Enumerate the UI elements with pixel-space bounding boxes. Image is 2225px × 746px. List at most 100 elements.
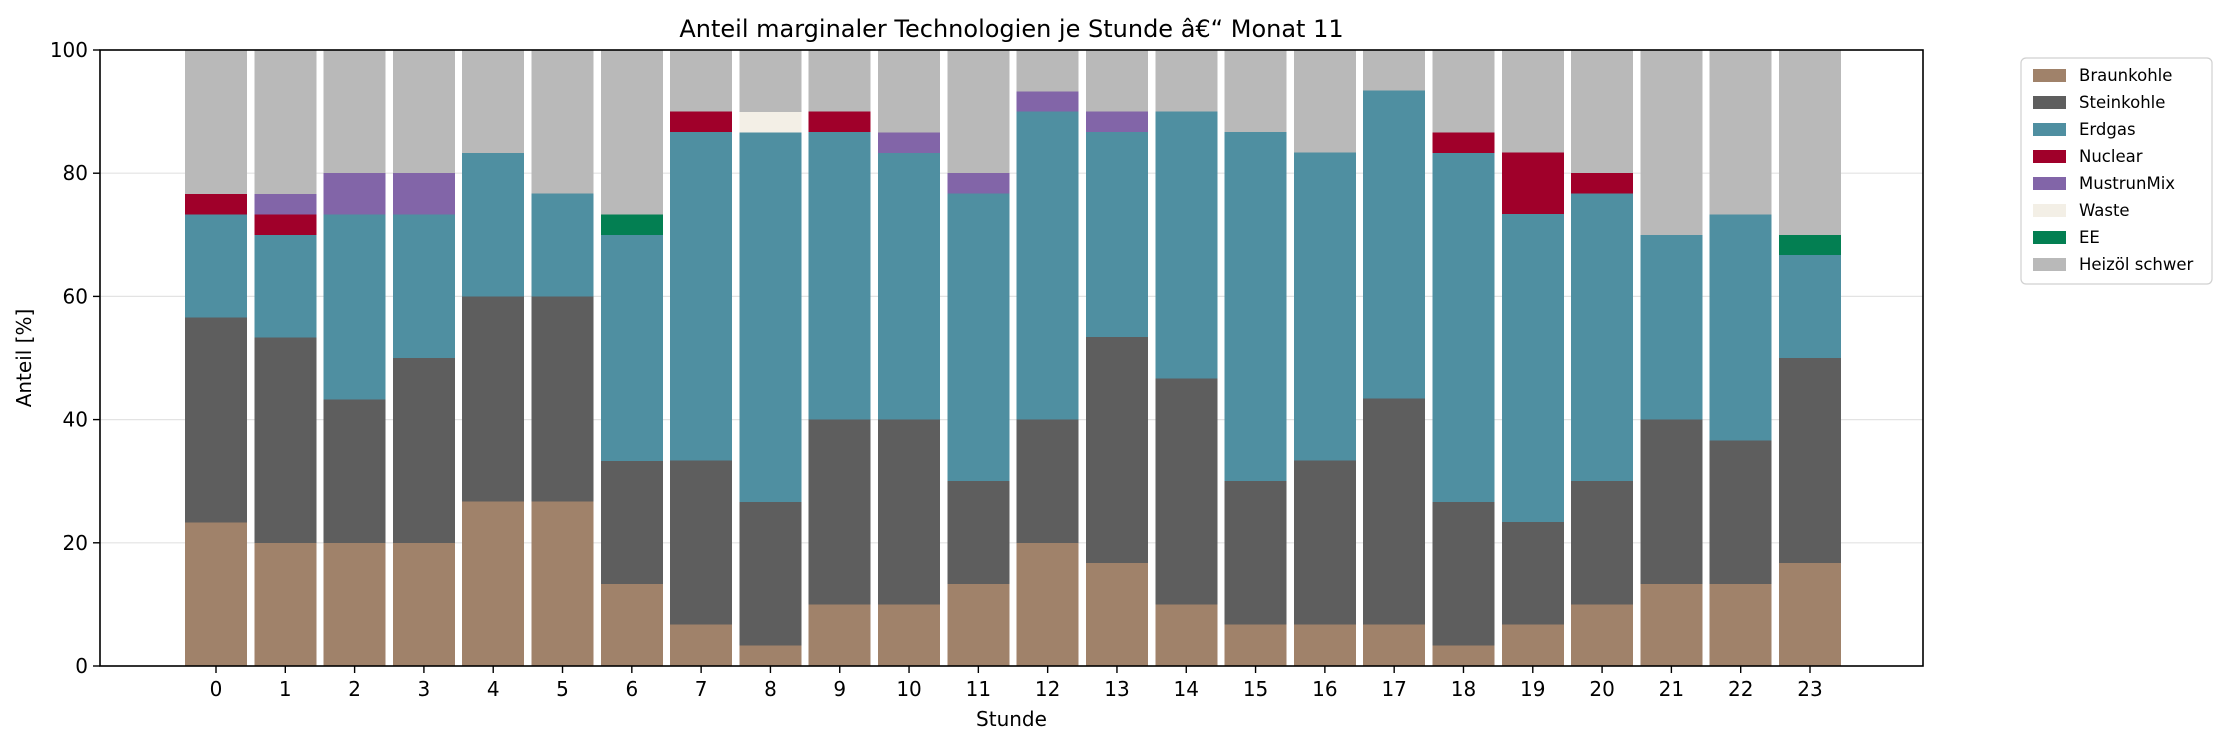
x-tick-label: 4 bbox=[487, 677, 500, 701]
bar-segment-erdgas bbox=[1640, 234, 1703, 420]
bars bbox=[185, 49, 1841, 666]
x-tick-label: 9 bbox=[833, 677, 846, 701]
legend-label: Braunkohle bbox=[2079, 66, 2172, 85]
bar-segment-erdgas bbox=[600, 234, 663, 461]
bar-segment-waste bbox=[739, 112, 802, 133]
bar-segment-heiz-l-schwer bbox=[1571, 50, 1634, 174]
legend: Braunkohle Steinkohle Erdgas Nuclear Mustrun… bbox=[2020, 57, 2213, 285]
x-tick-label: 22 bbox=[1728, 677, 1753, 701]
bar-segment-erdgas bbox=[462, 152, 525, 297]
bar-segment-steinkohle bbox=[1501, 521, 1564, 625]
bar-segment-erdgas bbox=[1363, 90, 1426, 399]
x-tick-label: 2 bbox=[348, 677, 361, 701]
x-tick-label: 10 bbox=[896, 677, 921, 701]
bar-segment-mustrunmix bbox=[254, 194, 317, 215]
x-tick-label: 8 bbox=[764, 677, 777, 701]
bar-segment-nuclear bbox=[1432, 132, 1495, 153]
bar-segment-steinkohle bbox=[462, 296, 525, 502]
legend-swatch-steinkohle bbox=[2033, 96, 2066, 109]
bar-segment-heiz-l-schwer bbox=[462, 50, 525, 153]
plot-frame bbox=[99, 49, 1924, 667]
bar-segment-erdgas bbox=[1709, 214, 1772, 441]
x-tick-label: 20 bbox=[1589, 677, 1614, 701]
bar-segment-heiz-l-schwer bbox=[670, 50, 733, 112]
bar-segment-steinkohle bbox=[1363, 398, 1426, 625]
x-tick-label: 3 bbox=[418, 677, 431, 701]
bar-segment-heiz-l-schwer bbox=[392, 50, 455, 174]
legend-label: Erdgas bbox=[2079, 120, 2136, 139]
bar-segment-erdgas bbox=[808, 131, 871, 420]
x-tick-label: 7 bbox=[695, 677, 708, 701]
bar-segment-heiz-l-schwer bbox=[600, 50, 663, 215]
bar-segment-braunkohle bbox=[1016, 542, 1079, 666]
legend-label: Waste bbox=[2079, 201, 2130, 220]
bar-segment-steinkohle bbox=[185, 317, 247, 523]
legend-label: EE bbox=[2079, 228, 2100, 247]
bar-segment-erdgas bbox=[185, 214, 247, 318]
bar-segment-heiz-l-schwer bbox=[1293, 49, 1356, 153]
bar-segment-braunkohle bbox=[1640, 584, 1703, 666]
bar-segment-erdgas bbox=[1016, 111, 1079, 420]
bar-segment-heiz-l-schwer bbox=[1155, 50, 1218, 112]
bar-segment-mustrunmix bbox=[323, 173, 386, 215]
bar-segment-braunkohle bbox=[1432, 645, 1495, 666]
bar-segment-erdgas bbox=[392, 214, 455, 358]
bar-segment-braunkohle bbox=[1155, 604, 1218, 666]
x-tick-label: 16 bbox=[1312, 677, 1337, 701]
legend-swatch-waste bbox=[2033, 204, 2066, 217]
bar-segment-heiz-l-schwer bbox=[808, 50, 871, 112]
x-tick-label: 17 bbox=[1381, 677, 1406, 701]
bar-segment-steinkohle bbox=[1224, 481, 1287, 625]
bar-segment-heiz-l-schwer bbox=[1501, 49, 1564, 153]
y-tick-label: 60 bbox=[63, 284, 88, 308]
bar-segment-heiz-l-schwer bbox=[323, 50, 386, 174]
x-axis: 0 1 2 3 4 5 6 7 8 9 10 11 12 13 14 15 16 17 18 19 20 21 22 23 bbox=[210, 666, 1823, 701]
bar-segment-steinkohle bbox=[1432, 502, 1495, 646]
bar-segment-nuclear bbox=[1571, 173, 1634, 194]
bar-segment-steinkohle bbox=[254, 337, 317, 543]
bar-segment-braunkohle bbox=[254, 542, 317, 666]
x-axis-label: Stunde bbox=[976, 707, 1047, 731]
bar-segment-braunkohle bbox=[1363, 624, 1426, 666]
bar-segment-braunkohle bbox=[1224, 624, 1287, 666]
bar-segment-heiz-l-schwer bbox=[1016, 50, 1079, 92]
bar-segment-mustrunmix bbox=[392, 173, 455, 215]
bar-segment-braunkohle bbox=[323, 542, 386, 666]
bar-segment-erdgas bbox=[531, 193, 594, 297]
bar-segment-steinkohle bbox=[1293, 460, 1356, 625]
legend-frame bbox=[2020, 57, 2213, 285]
bar-segment-nuclear bbox=[670, 111, 733, 132]
bar-segment-braunkohle bbox=[1085, 563, 1148, 666]
bar-segment-braunkohle bbox=[1501, 624, 1564, 666]
bar-segment-nuclear bbox=[254, 214, 317, 235]
bar-segment-braunkohle bbox=[1779, 563, 1841, 666]
bar-segment-braunkohle bbox=[739, 645, 802, 666]
bar-segment-heiz-l-schwer bbox=[947, 50, 1010, 174]
bar-segment-erdgas bbox=[1432, 152, 1495, 503]
bar-segment-heiz-l-schwer bbox=[1224, 50, 1287, 132]
legend-swatch-mustrunmix bbox=[2033, 177, 2066, 190]
legend-label: MustrunMix bbox=[2079, 174, 2175, 193]
bar-segment-heiz-l-schwer bbox=[254, 50, 317, 195]
bar-segment-nuclear bbox=[1501, 152, 1564, 214]
bar-segment-steinkohle bbox=[1779, 358, 1841, 564]
bar-segment-steinkohle bbox=[947, 481, 1010, 585]
x-tick-label: 19 bbox=[1520, 677, 1545, 701]
bar-segment-braunkohle bbox=[947, 584, 1010, 666]
bar-segment-steinkohle bbox=[323, 399, 386, 543]
x-tick-label: 21 bbox=[1659, 677, 1684, 701]
bar-segment-heiz-l-schwer bbox=[1085, 50, 1148, 112]
bar-segment-braunkohle bbox=[392, 542, 455, 666]
bar-segment-heiz-l-schwer bbox=[878, 50, 941, 133]
legend-swatch-braunkohle bbox=[2033, 69, 2066, 82]
bar-segment-erdgas bbox=[1224, 131, 1287, 482]
bar-segment-braunkohle bbox=[600, 584, 663, 666]
bar-segment-steinkohle bbox=[878, 419, 941, 605]
bar-segment-heiz-l-schwer bbox=[531, 50, 594, 194]
bar-segment-steinkohle bbox=[600, 460, 663, 585]
bar-segment-erdgas bbox=[947, 193, 1010, 482]
bar-segment-steinkohle bbox=[739, 502, 802, 646]
bar-segment-erdgas bbox=[1779, 255, 1841, 358]
bar-segment-erdgas bbox=[739, 132, 802, 503]
x-tick-label: 1 bbox=[279, 677, 292, 701]
